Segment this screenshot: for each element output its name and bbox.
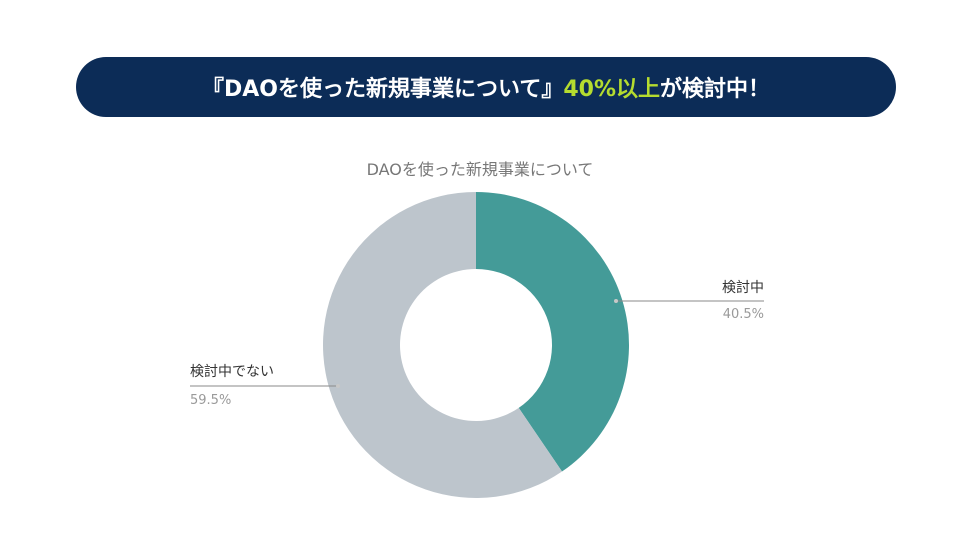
slice-value-0: 40.5% <box>723 307 764 322</box>
headline-suffix: が検討中！ <box>660 77 771 102</box>
slice-label-1: 検討中でない <box>190 364 274 380</box>
headline-prefix: 『DAOを使った新規事業について』 <box>201 77 564 102</box>
donut-slice-1 <box>323 192 562 499</box>
slice-label-0: 検討中 <box>722 280 764 296</box>
slice-value-1: 59.5% <box>190 393 231 408</box>
leader-dot-0 <box>614 299 618 303</box>
donut-slices <box>323 192 629 499</box>
headline-banner: 『DAOを使った新規事業について』 40%以上 が検討中！ <box>76 57 896 117</box>
donut-slice-0 <box>476 192 629 472</box>
leader-dot-1 <box>336 384 340 388</box>
chart-title: DAOを使った新規事業について <box>366 160 594 179</box>
headline-highlight: 40%以上 <box>563 77 660 102</box>
slice-label-group-0: 検討中 40.5% <box>614 280 764 322</box>
slice-label-group-1: 検討中でない 59.5% <box>190 364 340 408</box>
